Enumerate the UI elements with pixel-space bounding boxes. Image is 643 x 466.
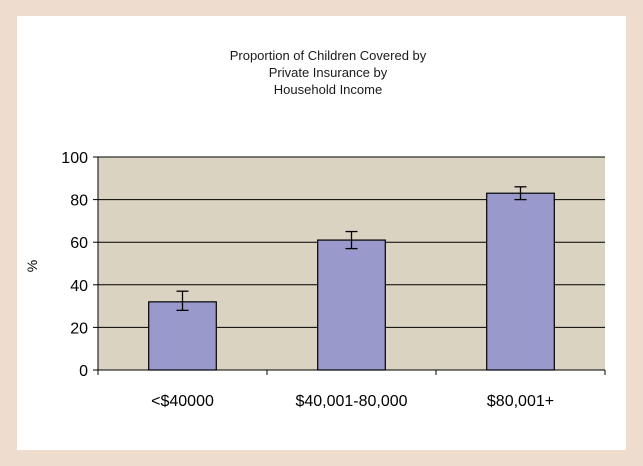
y-tick-label-80: 80 [70, 193, 88, 210]
bar-1 [317, 239, 386, 371]
chart-title-line-3: Household Income [274, 82, 382, 97]
axes [93, 156, 606, 375]
bars [148, 192, 555, 371]
bar-0 [148, 301, 217, 371]
y-tick-label-20: 20 [70, 320, 88, 337]
error-bar-1 [345, 230, 358, 250]
y-tick-label-40: 40 [70, 278, 88, 295]
chart-title-line-1: Proportion of Children Covered by [230, 48, 427, 63]
y-tick-label-60: 60 [70, 235, 88, 252]
chart-title-line-2: Private Insurance by [269, 65, 388, 80]
error-bars [176, 186, 527, 312]
error-bar-0 [176, 290, 189, 312]
y-tick-labels: 0 20 40 60 80 100 [61, 150, 88, 380]
error-bar-2 [514, 186, 527, 201]
x-tick-label-2: $80,001+ [487, 393, 554, 410]
x-tick-labels: <$40000 $40,001-80,000 $80,001+ [151, 393, 554, 410]
chart-title: Proportion of Children Covered by Privat… [230, 48, 427, 97]
bar-2 [486, 192, 555, 371]
x-tick-label-1: $40,001-80,000 [295, 393, 407, 410]
y-tick-label-0: 0 [79, 363, 88, 380]
y-axis-title: % [24, 260, 40, 272]
x-tick-label-0: <$40000 [151, 393, 214, 410]
y-tick-label-100: 100 [61, 150, 88, 167]
bar-chart: Proportion of Children Covered by Privat… [24, 48, 606, 410]
chart-card: Proportion of Children Covered by Privat… [17, 16, 626, 450]
